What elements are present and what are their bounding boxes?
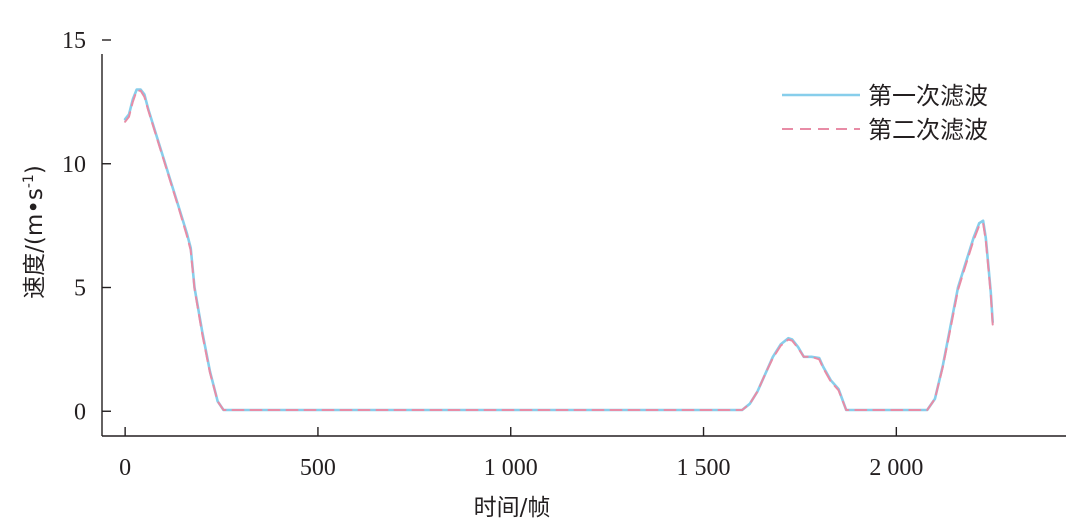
legend-label-2: 第二次滤波 [868, 116, 988, 144]
legend-label-1: 第一次滤波 [868, 82, 988, 110]
y-axis-title-superscript: -1 [21, 174, 37, 188]
x-tick-label: 2 000 [869, 455, 923, 481]
y-axis-title-main: 速度/(m•s [22, 188, 48, 299]
x-tick-label: 500 [300, 455, 336, 481]
y-tick-label: 15 [62, 28, 86, 54]
y-tick-label: 10 [62, 152, 86, 178]
x-axis-title: 时间/帧 [474, 495, 551, 521]
x-tick-label: 1 500 [677, 455, 731, 481]
axes: 0 5 10 15 0 500 1 000 1 500 2 000 [62, 28, 1066, 481]
y-axis-title-end: ) [22, 165, 48, 174]
series-line-2 [124, 89, 994, 411]
x-tick-label: 1 000 [484, 455, 538, 481]
series-line-1 [123, 88, 995, 412]
y-axis-title: 速度/(m•s-1) [21, 165, 48, 299]
x-tick-label: 0 [119, 455, 131, 481]
series-layer [123, 88, 995, 412]
y-tick-label: 5 [74, 276, 86, 302]
y-tick-label: 0 [74, 399, 86, 425]
